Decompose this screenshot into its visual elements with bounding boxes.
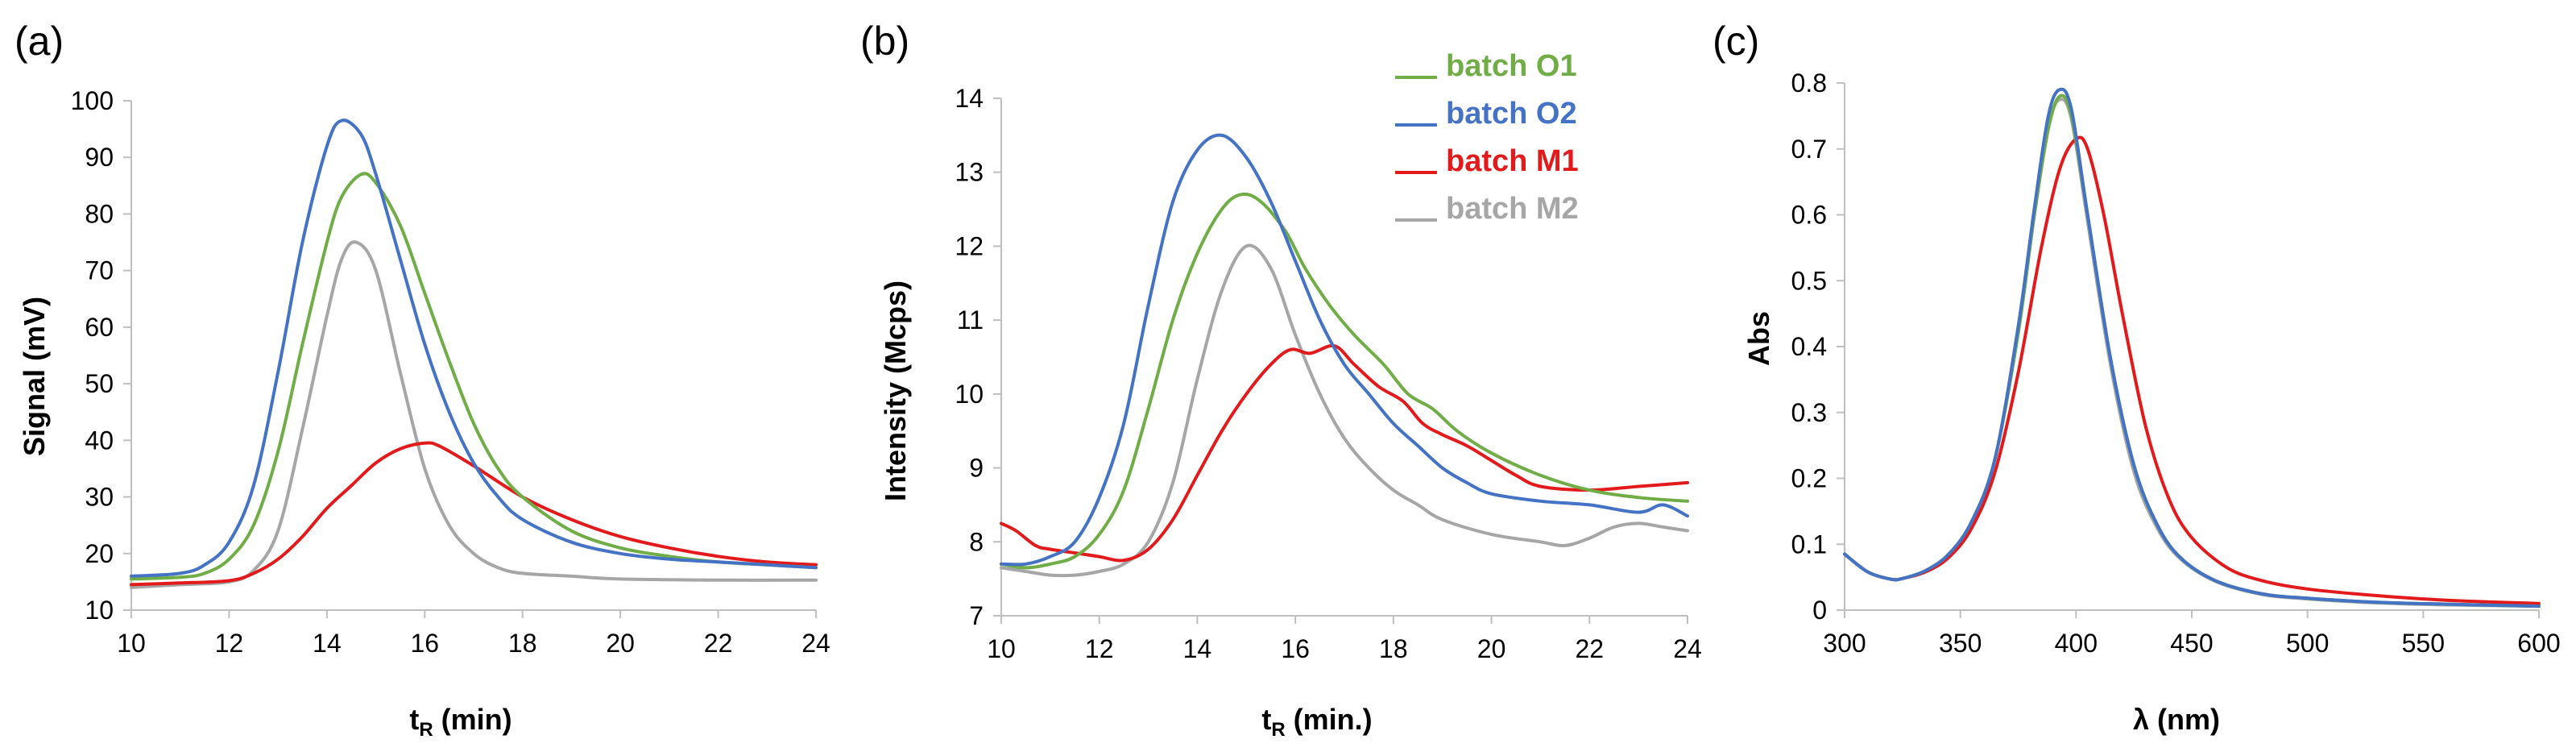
x-tick-label: 16	[410, 629, 439, 658]
x-tick-label: 10	[117, 629, 146, 658]
y-tick-label: 0.8	[1791, 69, 1827, 98]
x-tick-label: 24	[1673, 634, 1702, 663]
panel-a-label: (a)	[14, 19, 64, 64]
series-line-batch-m2	[1843, 98, 2541, 609]
x-tick-label: 350	[1939, 629, 1982, 658]
x-tick-label: 500	[2286, 629, 2329, 658]
series-line-batch-m1	[1843, 135, 2541, 605]
panel-c-xlabel: λ (nm)	[2133, 703, 2220, 736]
series-line-batch-o1	[1000, 192, 1689, 570]
panel-a-xlabel: tR (min)	[409, 703, 511, 741]
series-line-batch-m1	[130, 441, 818, 587]
series-line-batch-m2	[1000, 243, 1689, 578]
y-tick-label: 0	[1812, 596, 1827, 625]
x-tick-label: 550	[2402, 629, 2445, 658]
x-tick-label: 12	[1085, 634, 1114, 663]
x-tick-label: 600	[2517, 629, 2560, 658]
series-line-batch-o2	[1000, 133, 1689, 567]
y-tick-label: 50	[85, 369, 114, 398]
y-tick-label: 11	[957, 305, 984, 334]
y-tick-label: 0.7	[1791, 135, 1827, 164]
y-tick-label: 10	[955, 380, 984, 409]
panel-b-ylabel: Intensity (Mcps)	[879, 280, 912, 501]
y-tick-label: 20	[85, 539, 114, 568]
y-tick-label: 8	[969, 527, 984, 556]
x-tick-label: 12	[215, 629, 244, 658]
y-tick-label: 0.2	[1791, 464, 1827, 493]
y-tick-label: 0.3	[1791, 398, 1827, 427]
x-tick-label: 450	[2170, 629, 2213, 658]
x-tick-label: 400	[2055, 629, 2098, 658]
series-line-batch-o1	[130, 172, 818, 581]
y-tick-label: 12	[955, 231, 984, 260]
y-tick-label: 0.5	[1791, 266, 1827, 295]
y-tick-label: 0.6	[1791, 201, 1827, 230]
panel-b-plot: 10 12 14 16 18 20 22 24 7 8 9 10 11 12 13 14	[955, 84, 1701, 663]
series-line-batch-m2	[130, 240, 818, 589]
y-tick-label: 13	[955, 158, 984, 187]
y-tick-label: 90	[85, 143, 114, 172]
y-tick-label: 60	[85, 313, 114, 342]
y-tick-label: 70	[85, 256, 114, 285]
x-tick-label: 10	[987, 634, 1016, 663]
legend-label: batch M1	[1446, 144, 1579, 178]
x-tick-label: 18	[1379, 634, 1408, 663]
y-tick-label: 0.4	[1791, 332, 1827, 361]
panel-a: (a) 10 12 14 16 18 20 22 2410203040506070809010…	[14, 19, 830, 741]
x-tick-label: 16	[1281, 634, 1310, 663]
x-tick-label: 300	[1823, 629, 1866, 658]
series-line-batch-o2	[1843, 87, 2541, 609]
panel-c: (c) 300 350 400 450 500 550 600 0 0.1 0.2 0.3 0.4 0.…	[1713, 19, 2561, 736]
legend-label: batch O1	[1446, 49, 1577, 83]
legend-label: batch M2	[1446, 192, 1579, 226]
series-line-batch-m1	[1000, 343, 1689, 563]
x-tick-label: 22	[704, 629, 733, 658]
series-line-batch-o2	[130, 118, 818, 578]
y-tick-label: 40	[85, 426, 114, 455]
x-tick-label: 20	[606, 629, 635, 658]
x-tick-label: 14	[313, 629, 342, 658]
x-tick-label: 18	[508, 629, 537, 658]
x-tick-label: 20	[1477, 634, 1506, 663]
y-tick-label: 14	[955, 84, 984, 113]
series-line-batch-o1	[1843, 93, 2541, 609]
panel-c-ylabel: Abs	[1742, 311, 1775, 366]
y-tick-label: 80	[85, 199, 114, 228]
panel-c-plot: 300 350 400 450 500 550 600 0 0.1 0.2 0.3 0.4 0.5 0.6…	[1791, 69, 2561, 658]
y-tick-label: 100	[71, 86, 114, 115]
y-tick-label: 30	[85, 483, 114, 512]
y-tick-label: 9	[969, 454, 984, 483]
panel-b-label: (b)	[860, 19, 909, 64]
legend-label: batch O2	[1446, 97, 1577, 131]
y-tick-label: 0.1	[1791, 530, 1827, 559]
panel-c-label: (c)	[1713, 19, 1759, 64]
y-tick-label: 7	[969, 601, 984, 630]
x-tick-label: 22	[1575, 634, 1604, 663]
y-tick-label: 10	[85, 596, 114, 625]
x-tick-label: 24	[801, 629, 830, 658]
panel-a-ylabel: Signal (mV)	[18, 297, 51, 456]
panel-b-xlabel: tR (min.)	[1261, 703, 1372, 741]
legend: batch O1 batch O2 batch M1 batch M2	[1395, 49, 1579, 226]
panel-a-plot: 10 12 14 16 18 20 22 24 10 20 30 40 50 60 70 80 90 100	[71, 86, 830, 658]
x-tick-label: 14	[1183, 634, 1212, 663]
panel-b: (b) 10 12 14 16 18 20 22 24 7 8 9 10 11 12 13 14 tR (mi…	[860, 19, 1702, 741]
